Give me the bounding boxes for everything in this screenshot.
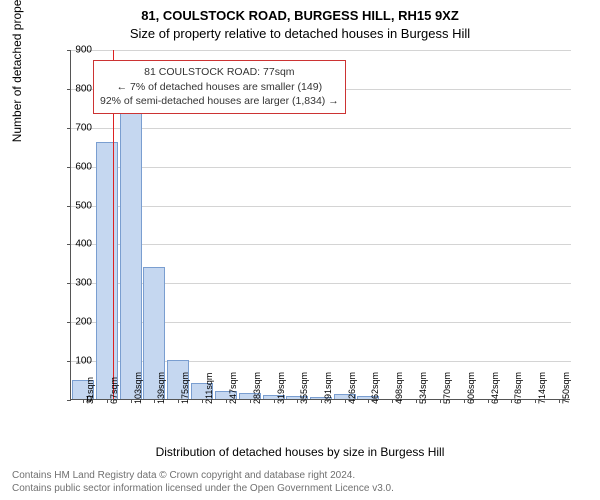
xtick-label: 750sqm: [561, 372, 571, 404]
xtick-mark: [226, 399, 227, 403]
xtick-label: 534sqm: [418, 372, 428, 404]
footer-copyright-1: Contains HM Land Registry data © Crown c…: [12, 469, 355, 482]
gridline-h: [71, 167, 571, 168]
ytick-label: 500: [75, 200, 92, 211]
xtick-label: 714sqm: [537, 372, 547, 404]
xtick-mark: [83, 399, 84, 403]
ytick-label: 800: [75, 83, 92, 94]
xtick-label: 283sqm: [252, 372, 262, 404]
gridline-h: [71, 206, 571, 207]
ytick-mark: [67, 50, 71, 51]
ytick-label: 300: [75, 278, 92, 289]
xtick-mark: [107, 399, 108, 403]
ytick-mark: [67, 89, 71, 90]
ytick-label: 200: [75, 317, 92, 328]
ytick-mark: [67, 206, 71, 207]
ytick-label: 900: [75, 45, 92, 56]
annotation-line-larger: 92% of semi-detached houses are larger (…: [100, 94, 339, 109]
y-axis-label: Number of detached properties: [10, 0, 24, 142]
xtick-label: 391sqm: [323, 372, 333, 404]
ytick-label: 700: [75, 122, 92, 133]
gridline-h: [71, 50, 571, 51]
xtick-mark: [131, 399, 132, 403]
xtick-mark: [559, 399, 560, 403]
xtick-mark: [488, 399, 489, 403]
chart-container: { "title_line1": "81, COULSTOCK ROAD, BU…: [0, 0, 600, 500]
chart-subtitle: Size of property relative to detached ho…: [0, 26, 600, 41]
annotation-line-smaller: ← 7% of detached houses are smaller (149…: [100, 80, 339, 95]
ytick-mark: [67, 322, 71, 323]
ytick-mark: [67, 400, 71, 401]
xtick-label: 31sqm: [85, 377, 95, 404]
annotation-box: 81 COULSTOCK ROAD: 77sqm← 7% of detached…: [93, 60, 346, 114]
xtick-label: 606sqm: [466, 372, 476, 404]
annotation-line-property: 81 COULSTOCK ROAD: 77sqm: [100, 65, 339, 80]
xtick-label: 462sqm: [370, 372, 380, 404]
xtick-label: 498sqm: [394, 372, 404, 404]
xtick-mark: [202, 399, 203, 403]
ytick-mark: [67, 244, 71, 245]
xtick-mark: [250, 399, 251, 403]
ytick-label: 400: [75, 239, 92, 250]
xtick-label: 319sqm: [276, 372, 286, 404]
ytick-label: 600: [75, 161, 92, 172]
xtick-mark: [440, 399, 441, 403]
xtick-label: 139sqm: [156, 372, 166, 404]
xtick-label: 642sqm: [490, 372, 500, 404]
footer-copyright-2: Contains public sector information licen…: [12, 482, 394, 495]
xtick-label: 426sqm: [347, 372, 357, 404]
ytick-mark: [67, 167, 71, 168]
x-axis-label: Distribution of detached houses by size …: [0, 445, 600, 459]
xtick-label: 355sqm: [299, 372, 309, 404]
chart-title-address: 81, COULSTOCK ROAD, BURGESS HILL, RH15 9…: [0, 8, 600, 23]
xtick-mark: [416, 399, 417, 403]
ytick-mark: [67, 128, 71, 129]
xtick-label: 175sqm: [180, 372, 190, 404]
gridline-h: [71, 244, 571, 245]
ytick-mark: [67, 361, 71, 362]
plot-area: 81 COULSTOCK ROAD: 77sqm← 7% of detached…: [70, 50, 570, 400]
ytick-label: 100: [75, 356, 92, 367]
xtick-mark: [345, 399, 346, 403]
xtick-label: 247sqm: [228, 372, 238, 404]
histogram-bar: [120, 88, 142, 399]
xtick-label: 570sqm: [442, 372, 452, 404]
xtick-label: 67sqm: [109, 377, 119, 404]
xtick-mark: [274, 399, 275, 403]
ytick-mark: [67, 283, 71, 284]
xtick-label: 678sqm: [513, 372, 523, 404]
xtick-mark: [464, 399, 465, 403]
xtick-label: 103sqm: [133, 372, 143, 404]
xtick-label: 211sqm: [204, 373, 214, 404]
gridline-h: [71, 128, 571, 129]
histogram-bar: [96, 142, 118, 399]
